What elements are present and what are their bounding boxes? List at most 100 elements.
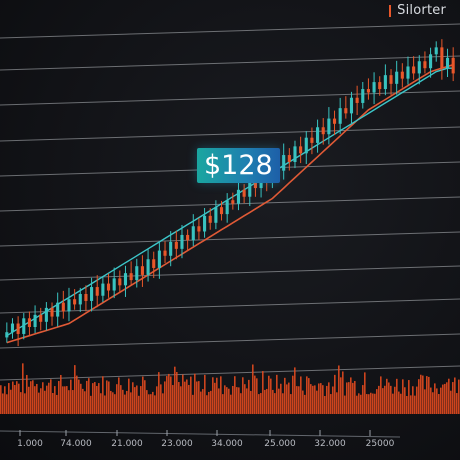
candle-body <box>310 137 314 143</box>
volume-bar <box>156 386 158 414</box>
volume-bar <box>198 381 200 414</box>
volume-bar <box>330 394 332 414</box>
volume-bar <box>446 382 448 414</box>
volume-bar <box>322 385 324 414</box>
candles <box>5 39 455 347</box>
volume-bar <box>26 374 28 414</box>
volume-bar <box>402 379 404 414</box>
candle-body <box>174 241 178 249</box>
grid-line <box>0 55 460 71</box>
volume-bar <box>288 382 290 414</box>
price-tag: $128 <box>197 148 280 183</box>
volume-bar <box>180 386 182 414</box>
volume-bar <box>226 387 228 414</box>
volume-bar <box>72 390 74 414</box>
volume-bar <box>2 393 4 414</box>
legend: Silorter <box>389 3 446 18</box>
volume-bar <box>292 375 294 414</box>
candle-body <box>349 97 354 114</box>
volume-bar <box>372 393 374 414</box>
volume-bar <box>102 376 104 414</box>
candle-body <box>406 66 410 79</box>
ma-slow-line <box>6 63 454 344</box>
volume-bar <box>48 382 50 414</box>
volume-bar <box>374 393 376 414</box>
volume-bar <box>100 393 102 414</box>
volume-bar <box>312 385 314 414</box>
volume-bar <box>352 382 354 414</box>
volume-bar <box>314 385 316 414</box>
volume-bar <box>200 391 202 414</box>
volume-bar <box>302 390 304 414</box>
volume-bar <box>398 391 400 414</box>
x-axis-ticks: 1.000 74.000 21.000 23.000 34.000 25.000 32.00… <box>0 430 401 449</box>
volume-bar <box>304 394 306 414</box>
volume-bar <box>220 376 222 414</box>
volume-bar <box>98 383 100 414</box>
volume-bar <box>92 383 94 414</box>
volume-bar <box>396 378 398 414</box>
price-tag-text: $128 <box>204 150 273 181</box>
volume-bar <box>298 386 300 414</box>
volume-bar <box>42 382 44 414</box>
candle-body <box>304 137 308 154</box>
volume-bar <box>88 378 90 414</box>
volume-bar <box>410 395 412 414</box>
volume-bar <box>388 382 390 414</box>
volume-bar <box>412 386 414 414</box>
volume-bar <box>266 388 268 414</box>
volume-bar <box>356 395 358 414</box>
candle-body <box>203 215 207 232</box>
volume-bar <box>338 365 340 414</box>
volume-bar <box>290 394 292 414</box>
volume-bar <box>154 395 156 414</box>
volume-bar <box>66 386 68 414</box>
volume-bar <box>406 395 408 414</box>
volume-bar <box>204 374 206 414</box>
volume-bar <box>390 385 392 414</box>
volume-bar <box>178 382 180 414</box>
candle-body <box>67 299 71 312</box>
volume-bar <box>270 378 272 414</box>
volume-bar <box>392 393 394 414</box>
x-axis-line <box>0 430 401 438</box>
volume-bar <box>218 388 220 414</box>
candle-body <box>191 226 195 241</box>
volume-bar <box>44 390 46 414</box>
candle-body <box>282 155 286 171</box>
candle-body <box>332 118 337 124</box>
volume-bar <box>68 390 70 414</box>
volume-bar <box>278 388 280 414</box>
volume-bar <box>250 390 252 414</box>
x-tick-label: 74.000 <box>60 439 92 449</box>
volume-bar <box>360 394 362 414</box>
volume-bar <box>456 393 458 414</box>
volume-bar <box>84 391 86 414</box>
volume-bar <box>350 377 352 414</box>
volume-bar <box>170 376 172 414</box>
volume-bar <box>14 385 16 414</box>
volume-bar <box>442 384 444 414</box>
volume-bar <box>344 395 346 414</box>
volume-bars <box>0 363 460 414</box>
volume-bar <box>342 371 344 414</box>
volume-bar <box>22 363 24 414</box>
volume-bar <box>316 390 318 414</box>
volume-bar <box>36 383 38 414</box>
candle-body <box>287 155 291 162</box>
volume-bar <box>186 379 188 414</box>
volume-bar <box>274 393 276 414</box>
candle-body <box>412 66 416 74</box>
volume-bar <box>386 378 388 414</box>
volume-bar <box>222 394 224 414</box>
volume-bar <box>70 379 72 414</box>
candle-body <box>242 189 246 197</box>
volume-bar <box>162 393 164 414</box>
volume-bar <box>168 373 170 414</box>
volume-bar <box>30 381 32 414</box>
candle-body <box>316 127 320 143</box>
candle-body <box>383 75 387 90</box>
volume-bar <box>404 387 406 414</box>
candle-body <box>163 250 167 256</box>
